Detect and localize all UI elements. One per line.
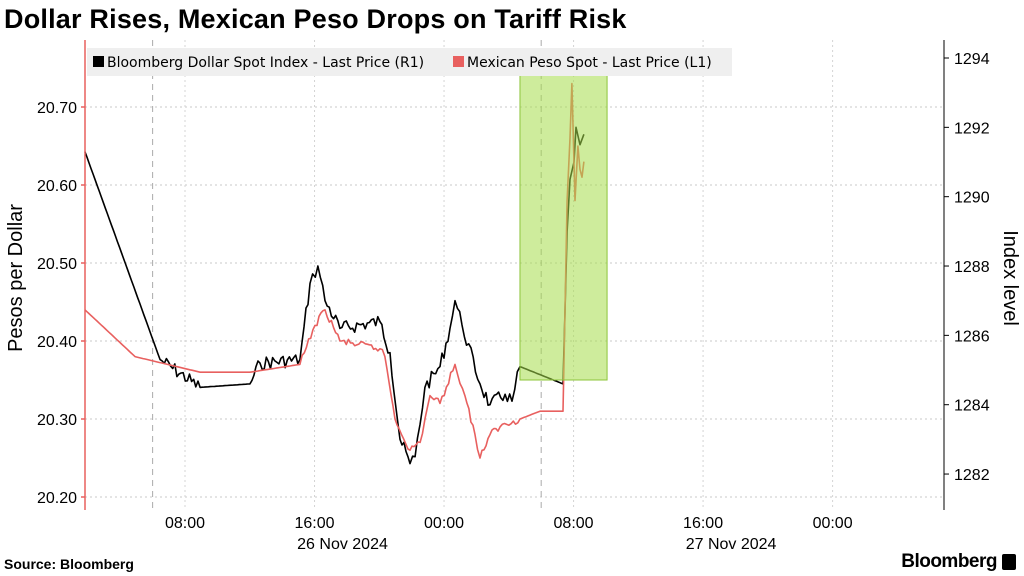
legend-label-peso: Mexican Peso Spot - Last Price (L1) [467,55,712,71]
right-tick-label: 1290 [954,190,990,207]
left-tick-label: 20.40 [37,334,77,351]
chart-title: Dollar Rises, Mexican Peso Drops on Tari… [4,4,627,34]
axes: 20.20 20.30 20.40 20.50 20.60 20.70 1282 1284 12… [37,40,990,553]
x-tick-label: 00:00 [813,515,853,532]
x-tick-label: 16:00 [683,515,723,532]
series-line-peso [84,82,585,459]
left-tick-label: 20.20 [37,490,77,507]
left-tick-label: 20.60 [37,178,77,195]
right-tick-label: 1282 [954,467,990,484]
right-tick-label: 1292 [954,120,990,137]
x-tick-label: 08:00 [554,515,594,532]
source-note: Source: Bloomberg [4,556,134,572]
right-tick-label: 1284 [954,398,990,415]
series-line-dollar [84,126,585,465]
highlight-layer [519,59,608,381]
legend-swatch-peso [453,56,464,67]
grid [85,40,944,510]
series-lines [84,82,585,465]
x-tick-label: 16:00 [294,515,334,532]
legend: Bloomberg Dollar Spot Index - Last Price… [87,48,732,76]
date-label: 26 Nov 2024 [297,536,388,553]
logo-icon [1002,554,1016,570]
left-tick-label: 20.30 [37,412,77,429]
left-tick-label: 20.70 [37,100,77,117]
date-label: 27 Nov 2024 [686,536,777,553]
left-axis-label: Pesos per Dollar [5,204,27,352]
brand-text: Bloomberg [901,551,997,572]
legend-swatch-dollar [93,56,104,67]
left-tick-label: 20.50 [37,256,77,273]
legend-background [87,48,732,76]
x-tick-label: 08:00 [165,515,205,532]
right-tick-label: 1288 [954,259,990,276]
legend-label-dollar: Bloomberg Dollar Spot Index - Last Price… [107,55,424,71]
right-tick-label: 1286 [954,328,990,345]
bloomberg-logo: Bloomberg [901,551,1016,573]
highlight-box [519,59,608,381]
right-tick-label: 1294 [954,51,990,68]
x-tick-label: 00:00 [424,515,464,532]
right-axis-label: Index level [999,230,1021,326]
